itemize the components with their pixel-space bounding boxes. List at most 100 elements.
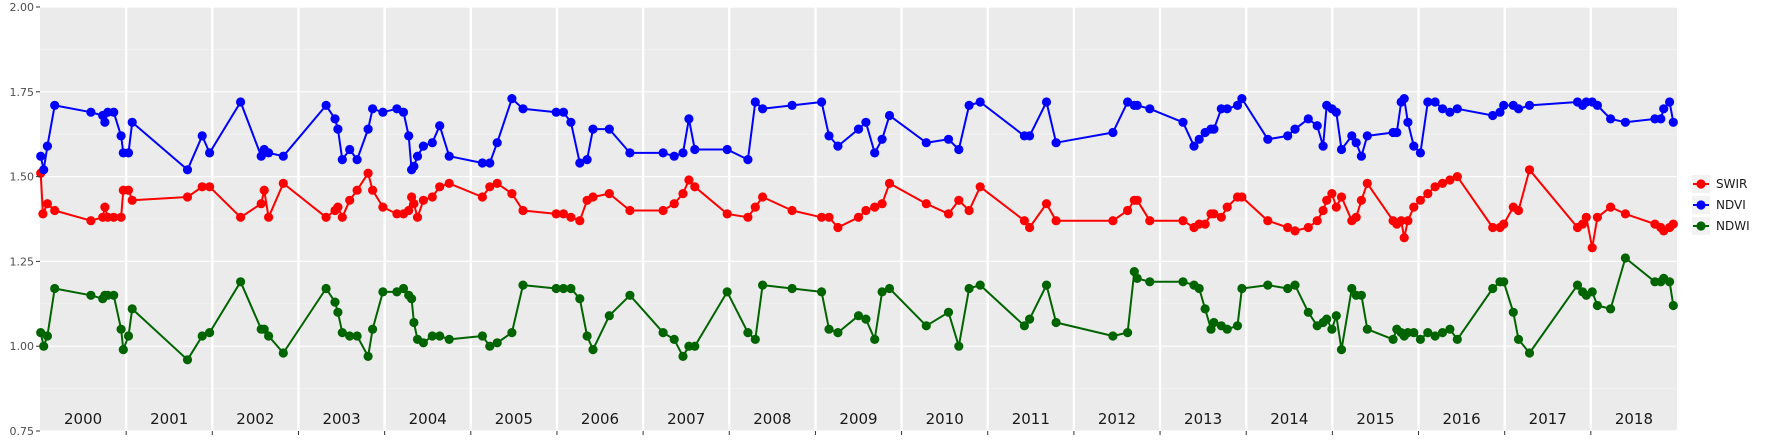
data-point — [1362, 324, 1372, 334]
legend-key-point — [1696, 200, 1706, 210]
data-point — [833, 222, 843, 233]
data-point — [1388, 334, 1398, 344]
year-label: 2010 — [926, 410, 964, 428]
data-point — [1283, 283, 1293, 294]
data-point — [625, 205, 635, 216]
data-point — [690, 341, 700, 351]
data-point — [1290, 226, 1300, 236]
data-point — [86, 107, 96, 117]
data-point — [412, 212, 423, 222]
data-point — [684, 175, 694, 185]
data-point — [378, 107, 388, 117]
data-point — [1656, 114, 1666, 124]
data-point — [669, 199, 679, 209]
series-group — [36, 94, 1678, 365]
y-tick-label: 2.00 — [10, 1, 35, 14]
data-point — [1592, 300, 1602, 311]
data-point — [205, 182, 215, 192]
y-tick-label: 1.00 — [10, 340, 35, 353]
data-point — [824, 131, 834, 141]
data-point — [116, 212, 126, 222]
data-point — [197, 131, 207, 141]
data-point — [1194, 134, 1204, 144]
data-point — [518, 205, 528, 216]
data-point — [1524, 348, 1535, 358]
data-point — [1209, 124, 1219, 134]
data-point — [1396, 216, 1406, 226]
data-point — [678, 189, 688, 199]
year-label: 2015 — [1356, 410, 1394, 428]
year-label: 2004 — [409, 410, 447, 428]
data-point — [1668, 117, 1678, 127]
data-point — [86, 216, 96, 226]
data-point — [1051, 216, 1061, 226]
y-tick-label: 1.50 — [10, 171, 35, 184]
data-point — [1495, 107, 1505, 117]
data-point — [604, 124, 614, 134]
data-point — [1318, 205, 1328, 216]
data-point — [116, 324, 126, 334]
data-point — [877, 287, 887, 297]
data-point — [337, 155, 347, 165]
data-point — [236, 212, 246, 222]
data-point — [100, 202, 110, 212]
legend-label: SWIR — [1716, 177, 1747, 191]
data-point — [1178, 277, 1188, 287]
data-point — [750, 202, 760, 212]
data-point — [444, 178, 454, 188]
data-point — [1019, 321, 1029, 331]
data-point — [50, 283, 60, 294]
data-point — [551, 209, 561, 219]
y-tick-label: 0.75 — [10, 425, 35, 438]
data-point — [404, 131, 414, 141]
data-point — [368, 185, 378, 195]
data-point — [566, 283, 576, 294]
data-point — [1347, 131, 1357, 141]
data-point — [1430, 331, 1440, 341]
data-point — [42, 331, 53, 341]
data-point — [477, 158, 487, 168]
data-point — [1209, 209, 1219, 219]
data-point — [378, 202, 388, 212]
data-point — [1025, 314, 1035, 324]
data-point — [1108, 127, 1118, 138]
data-point — [1263, 280, 1273, 290]
data-point — [1423, 189, 1433, 199]
data-point — [321, 212, 331, 222]
data-point — [1445, 107, 1455, 117]
data-point — [321, 100, 331, 110]
data-point — [1123, 328, 1133, 338]
year-label: 2013 — [1184, 410, 1222, 428]
series-ndwi — [36, 253, 1678, 365]
data-point — [1592, 212, 1602, 222]
data-point — [236, 277, 246, 287]
data-point — [1620, 117, 1630, 127]
data-point — [205, 148, 215, 158]
data-point — [278, 348, 288, 358]
data-point — [182, 192, 193, 202]
data-point — [1051, 317, 1061, 328]
data-point — [1403, 117, 1413, 127]
data-point — [412, 151, 423, 161]
data-point — [566, 212, 576, 222]
data-point — [1336, 144, 1347, 155]
data-point — [507, 328, 517, 338]
data-point — [722, 287, 732, 297]
data-point — [477, 192, 487, 202]
data-point — [1592, 100, 1602, 110]
data-point — [1263, 134, 1273, 144]
data-point — [1331, 311, 1341, 321]
data-point — [1194, 283, 1204, 294]
data-point — [123, 185, 134, 195]
data-point — [975, 97, 985, 107]
data-point — [1237, 192, 1247, 202]
data-point — [1145, 104, 1155, 114]
data-point — [1132, 100, 1142, 110]
data-point — [333, 307, 343, 317]
data-point — [398, 107, 409, 117]
legend-label: NDWI — [1716, 219, 1750, 233]
data-point — [1222, 202, 1232, 212]
data-point — [123, 148, 134, 158]
data-point — [1606, 304, 1616, 314]
data-point — [1290, 124, 1300, 134]
